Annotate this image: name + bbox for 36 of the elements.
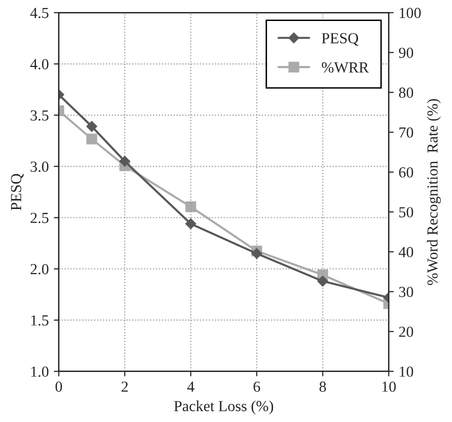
legend-label: PESQ [322,33,358,46]
y2-tick-label: 100 [400,8,421,18]
point [317,276,328,287]
y-tick-label: 2.0 [30,264,48,274]
y-tick-label: 1.0 [31,366,48,377]
y2-axis-title: %Word Recognition Rate (%) [426,99,441,286]
y-axis-title: PESQ [11,174,24,210]
y2-tick-label: 10 [400,366,414,377]
y2-tick-label: 30 [399,286,414,298]
point [185,218,196,230]
y2-tick-label: 40 [398,246,414,258]
x-tick-label: 4 [187,382,194,392]
x-tick-label: 6 [254,382,260,392]
y2-tick-label: 80 [399,88,414,98]
x-tick-label: 10 [382,382,396,392]
point [119,156,130,167]
x-axis-title: Packet Loss (%) [174,400,274,414]
y-tick-label: 2.5 [30,212,48,224]
y2-tick-label: 90 [398,48,414,58]
y2-tick-label: 20 [399,326,414,337]
y2-tick-label: 50 [399,207,414,218]
y2-tick-label: 60 [399,167,414,178]
point [86,134,98,144]
x-tick-label: 0 [56,382,62,392]
point [86,120,98,132]
x-tick-label: 2 [122,382,128,392]
y-tick-label: 3.5 [30,110,48,121]
y-tick-label: 1.5 [31,315,48,326]
point [251,248,262,259]
legend-label: %WRR [322,62,369,73]
y-tick-label: 4.0 [30,59,48,70]
y-tick-label: 4.5 [30,8,48,18]
y-tick-label: 3.0 [30,162,48,172]
point [185,201,196,212]
y2-tick-label: 70 [399,127,414,138]
x-tick-label: 8 [319,382,326,392]
